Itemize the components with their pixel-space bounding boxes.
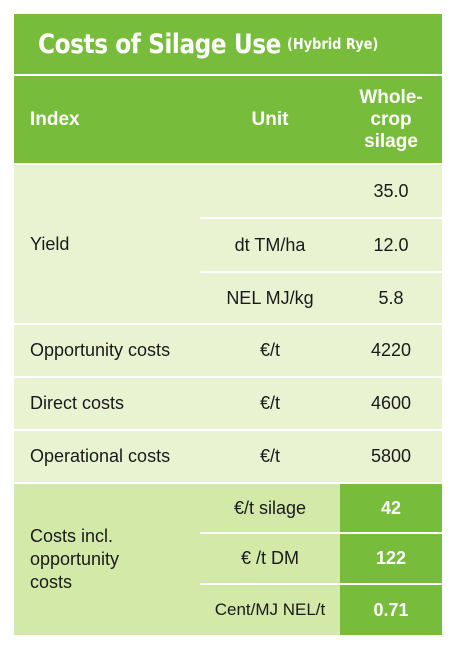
- yield-unit-3: NEL MJ/kg: [200, 273, 340, 323]
- operational-costs-label: Operational costs: [14, 431, 200, 482]
- direct-costs-unit: €/t: [200, 378, 340, 429]
- costs-incl-label-cell: Costs incl. opportunity costs: [14, 484, 200, 635]
- direct-costs-value: 4600: [340, 378, 442, 429]
- yield-value-2-text: 12.0: [373, 234, 409, 255]
- incl-unit-2: € /t DM: [200, 534, 340, 583]
- yield-unit-2: dt TM/ha: [200, 219, 340, 271]
- incl-value-2: 122: [340, 534, 442, 583]
- header-index: Index: [14, 76, 200, 163]
- opportunity-costs-value-text: 4220: [370, 340, 412, 360]
- operational-costs-unit: €/t: [200, 431, 340, 482]
- operational-costs-text: Operational costs: [30, 446, 171, 466]
- incl-value-1-text: 42: [380, 497, 402, 518]
- header-crop-line3: silage: [364, 130, 418, 152]
- yield-value-1: 35.0: [340, 165, 442, 217]
- direct-costs-unit-text: €/t: [259, 393, 280, 413]
- direct-costs-text: Direct costs: [30, 393, 125, 413]
- operational-costs-value: 5800: [340, 431, 442, 482]
- yield-value-2: 12.0: [340, 219, 442, 271]
- incl-value-3-text: 0.71: [373, 599, 409, 620]
- opportunity-costs-text: Opportunity costs: [30, 340, 171, 360]
- header-unit-label: Unit: [251, 108, 289, 130]
- direct-costs-label: Direct costs: [14, 378, 200, 429]
- incl-value-1: 42: [340, 484, 442, 532]
- title-subtitle: (Hybrid Rye): [286, 35, 378, 53]
- title-main: Costs of Silage Use: [38, 28, 281, 60]
- header-wholecrop: Whole- crop silage: [340, 76, 442, 163]
- header-crop-line2: crop: [370, 108, 412, 130]
- yield-unit-3-text: NEL MJ/kg: [226, 287, 314, 308]
- costs-incl-line2: opportunity: [30, 549, 120, 569]
- incl-unit-3: Cent/MJ NEL/t: [200, 585, 340, 635]
- opportunity-costs-label: Opportunity costs: [14, 325, 200, 376]
- incl-unit-3-text: Cent/MJ NEL/t: [214, 600, 326, 619]
- incl-unit-2-text: € /t DM: [240, 548, 299, 568]
- yield-label-cell: Yield: [14, 165, 200, 323]
- incl-value-3: 0.71: [340, 585, 442, 635]
- incl-unit-1-text: €/t silage: [233, 497, 307, 518]
- header-crop-line1: Whole-: [359, 86, 423, 108]
- costs-incl-line1: Costs incl.: [30, 526, 114, 546]
- costs-incl-line3: costs: [30, 572, 73, 592]
- yield-value-1-text: 35.0: [373, 180, 409, 201]
- opportunity-costs-value: 4220: [340, 325, 442, 376]
- direct-costs-value-text: 4600: [370, 393, 412, 413]
- yield-label: Yield: [30, 233, 70, 254]
- header-index-label: Index: [30, 108, 80, 130]
- incl-value-2-text: 122: [375, 548, 407, 568]
- opportunity-costs-unit: €/t: [200, 325, 340, 376]
- yield-unit-1: [200, 165, 340, 217]
- header-unit: Unit: [200, 76, 340, 163]
- yield-value-3-text: 5.8: [378, 287, 404, 308]
- silage-cost-table: Costs of Silage Use (Hybrid Rye) Index U…: [8, 8, 442, 636]
- table-title: Costs of Silage Use (Hybrid Rye): [14, 14, 442, 74]
- yield-unit-2-text: dt TM/ha: [234, 234, 306, 255]
- operational-costs-value-text: 5800: [370, 446, 412, 466]
- yield-value-3: 5.8: [340, 273, 442, 323]
- incl-unit-1: €/t silage: [200, 484, 340, 532]
- opportunity-costs-unit-text: €/t: [259, 340, 280, 360]
- operational-costs-unit-text: €/t: [259, 446, 280, 466]
